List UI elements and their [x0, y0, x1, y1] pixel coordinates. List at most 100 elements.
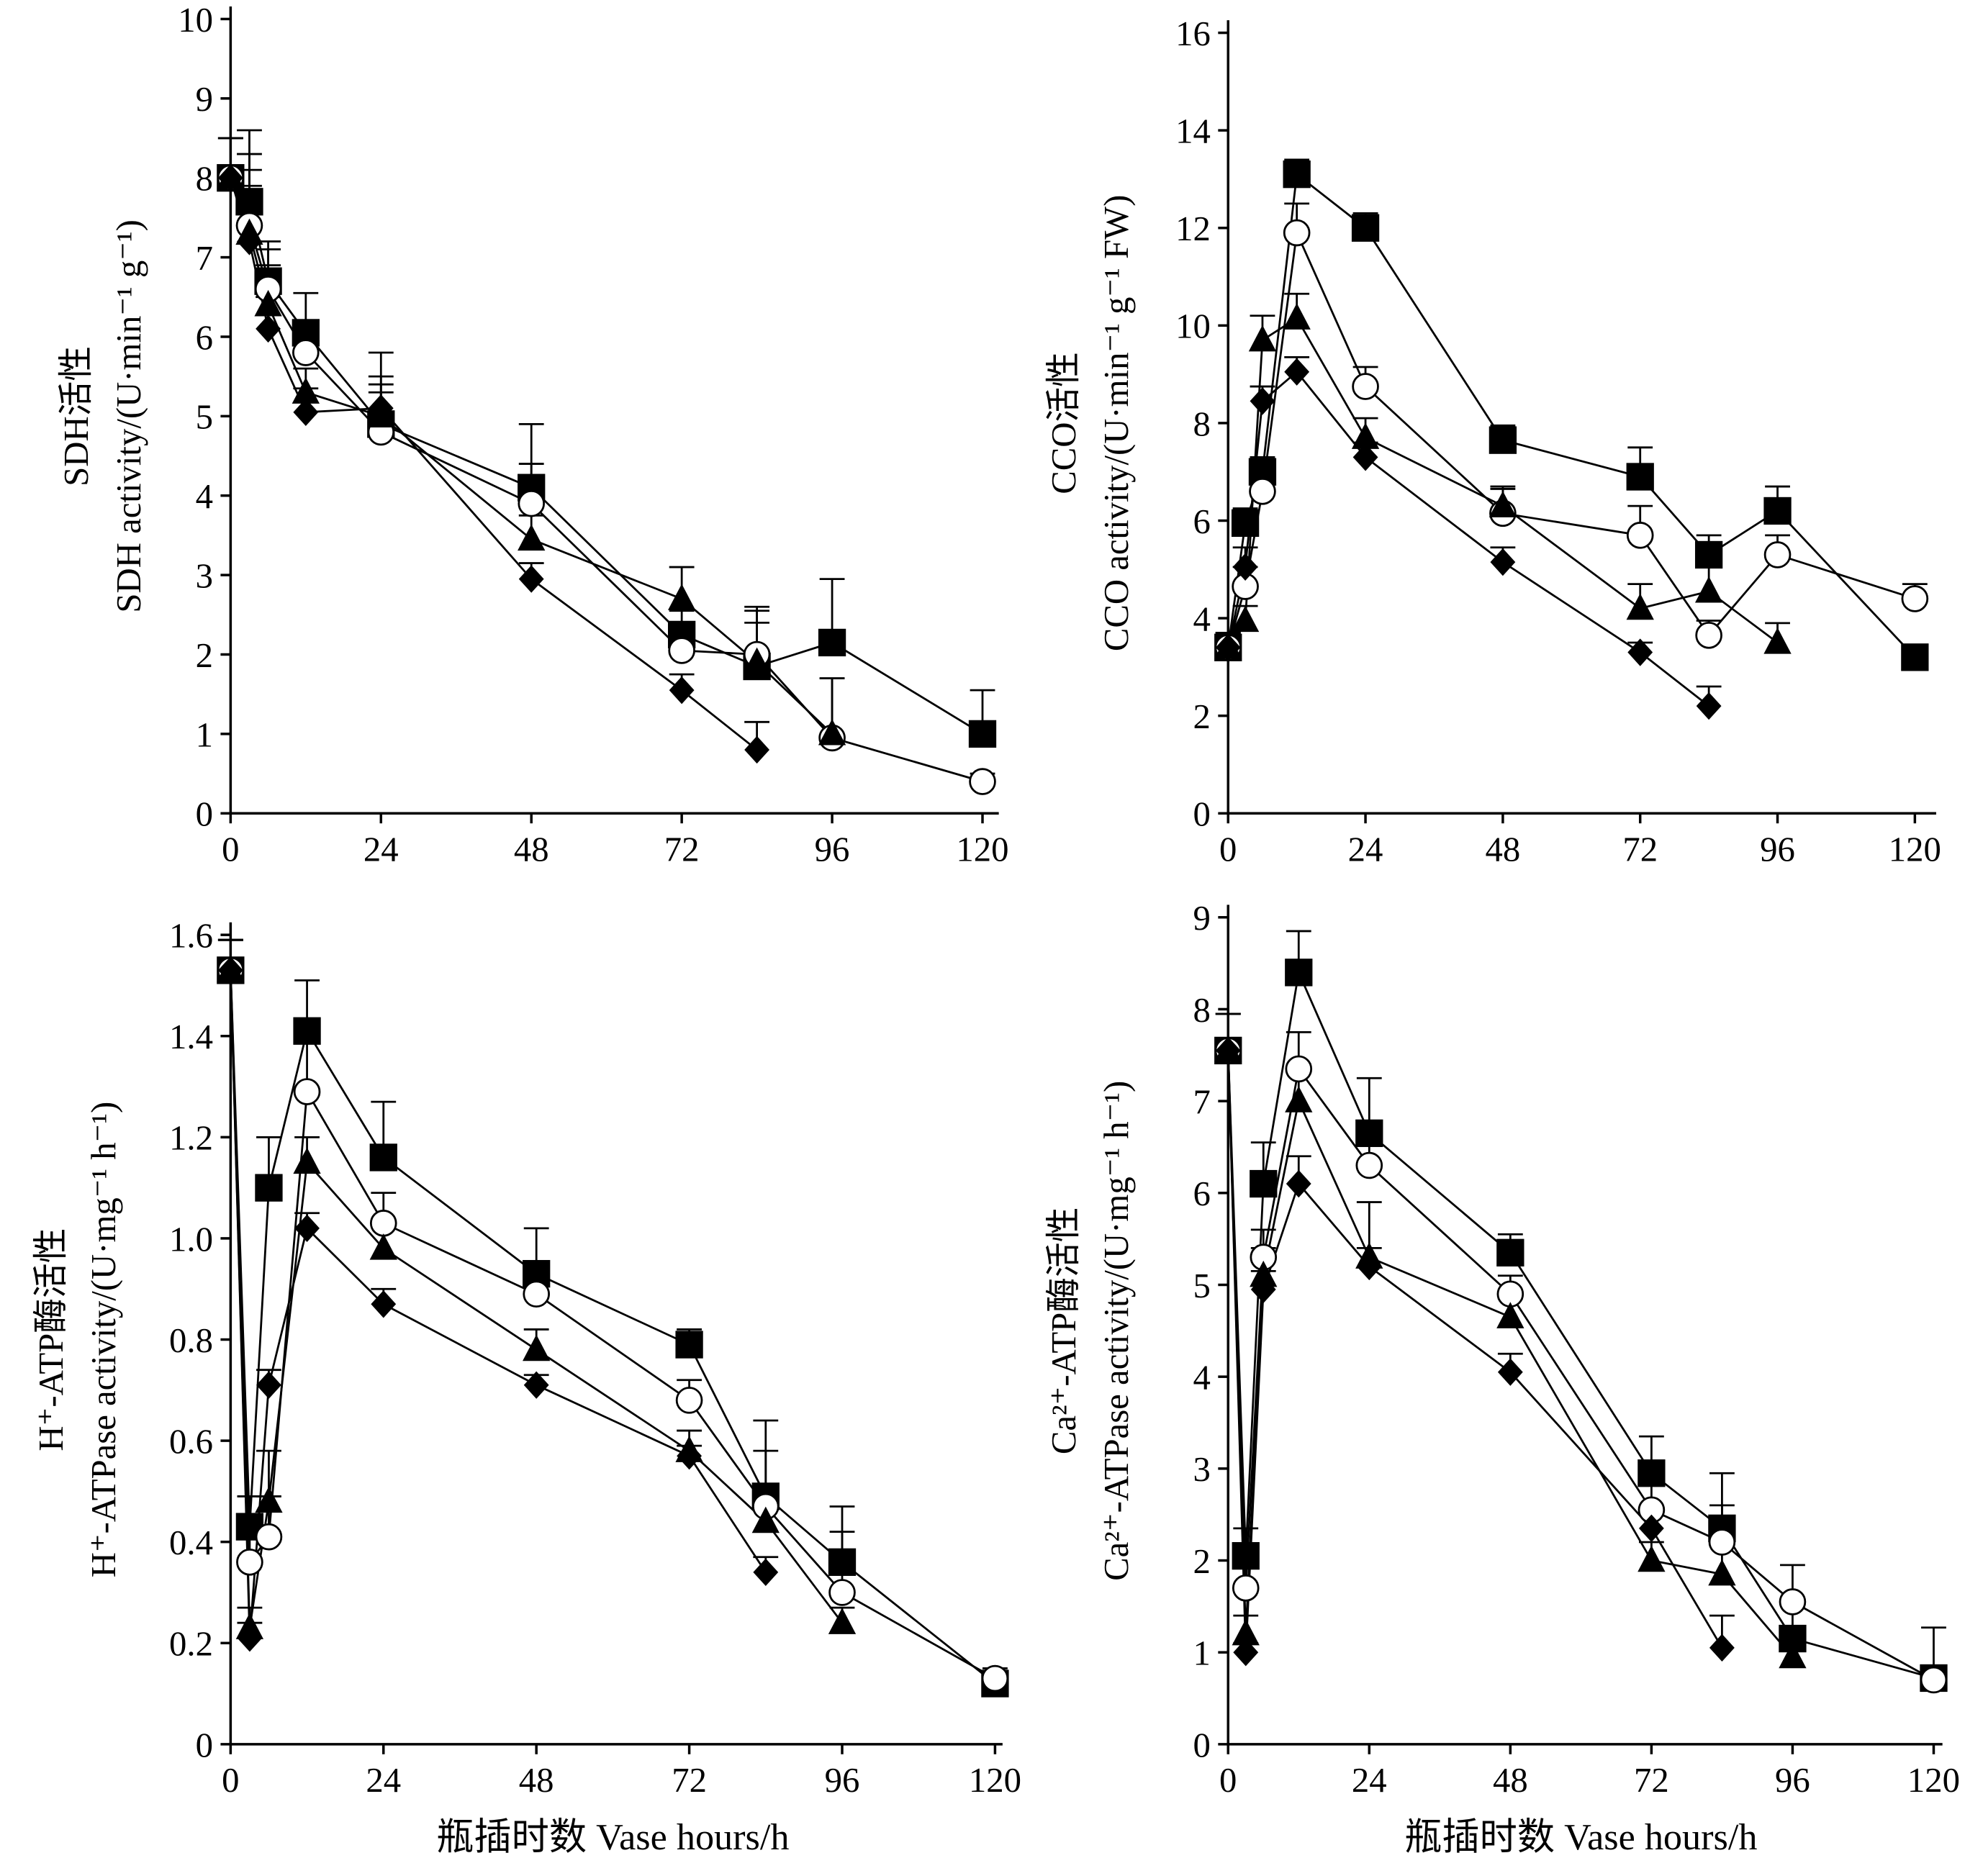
x-tick-label: 0 — [222, 1761, 239, 1800]
marker-square — [1231, 509, 1260, 538]
x-tick-label: 48 — [1493, 1761, 1528, 1800]
marker-circle — [1708, 1528, 1736, 1556]
x-tick-label: 0 — [1219, 830, 1237, 869]
x-tick-label: 120 — [969, 1761, 1021, 1800]
y-tick-label: 1.0 — [169, 1220, 213, 1259]
marker-square — [293, 1017, 321, 1045]
chart: 0 1 2 3 4 5 6 7 8 9 0 24 48 72 96 120 Ca²⁺-ATP酶活性 Ca²⁺-AT… — [1044, 899, 1960, 1858]
marker-triangle — [1351, 422, 1380, 449]
marker-diamond — [669, 676, 695, 704]
marker-square — [1285, 959, 1313, 987]
y-axis-label: H⁺-ATPase activity/(U·mg⁻¹ h⁻¹) — [84, 1102, 123, 1578]
marker-diamond — [523, 1371, 549, 1399]
marker-square — [675, 1331, 703, 1359]
marker-square — [1489, 426, 1517, 454]
x-tick-label: 0 — [1219, 1761, 1237, 1800]
marker-diamond — [256, 314, 281, 343]
marker-triangle — [1638, 1545, 1666, 1572]
marker-square — [968, 720, 997, 748]
y-tick-label: 14 — [1175, 112, 1211, 151]
marker-triangle — [1708, 1559, 1736, 1586]
marker-circle — [1249, 478, 1276, 505]
marker-triangle — [1763, 627, 1792, 654]
y-tick-label: 2 — [1193, 1542, 1210, 1581]
x-tick-label: 120 — [1889, 830, 1941, 869]
x-tick-label: 96 — [825, 1761, 860, 1800]
y-tick-label: 1.6 — [169, 917, 213, 956]
series-line — [1227, 317, 1779, 648]
marker-circle — [369, 1210, 397, 1237]
y-tick-label: 5 — [196, 398, 213, 437]
marker-diamond — [1696, 692, 1722, 720]
marker-square — [1763, 497, 1792, 525]
chart: 0 0.2 0.4 0.6 0.8 1.0 1.2 1.4 1.6 0 24 48 72 96 120 H⁺-… — [32, 917, 1021, 1859]
y-tick-label: 4 — [196, 477, 213, 516]
marker-diamond — [1356, 1252, 1382, 1281]
marker-triangle — [743, 647, 771, 674]
marker-diamond — [1490, 548, 1516, 576]
y-tick-label: 10 — [178, 1, 213, 40]
marker-triangle — [292, 377, 320, 404]
x-tick-label: 24 — [1352, 1761, 1387, 1800]
marker-square — [1638, 1459, 1666, 1487]
marker-diamond — [1215, 1036, 1241, 1065]
y-tick-label: 9 — [196, 80, 213, 119]
marker-circle — [1232, 1574, 1260, 1602]
y-axis-label: H⁺-ATP酶活性 — [32, 1228, 71, 1451]
marker-triangle — [255, 1486, 283, 1513]
marker-square — [369, 1143, 397, 1172]
x-tick-label: 96 — [1760, 830, 1795, 869]
y-tick-label: 6 — [1193, 502, 1210, 541]
marker-triangle — [1250, 1260, 1278, 1287]
marker-square — [1232, 1541, 1260, 1570]
marker-diamond — [753, 1558, 779, 1587]
marker-circle — [1626, 522, 1654, 549]
y-axis-label: Ca²⁺-ATP酶活性 — [1044, 1207, 1083, 1454]
marker-square — [255, 1174, 283, 1202]
marker-circle — [1355, 1151, 1383, 1179]
x-tick-label: 24 — [366, 1761, 401, 1800]
marker-diamond — [744, 735, 770, 764]
marker-triangle — [1232, 1618, 1260, 1646]
y-tick-label: 3 — [196, 557, 213, 596]
marker-circle — [1920, 1666, 1948, 1694]
y-tick-label: 0 — [1193, 1726, 1210, 1764]
y-tick-label: 0.8 — [169, 1321, 213, 1360]
marker-diamond — [677, 1442, 702, 1470]
series-line — [229, 970, 767, 1639]
y-tick-label: 5 — [1193, 1266, 1210, 1305]
y-tick-label: 7 — [1193, 1083, 1210, 1122]
y-tick-label: 9 — [1193, 899, 1210, 938]
marker-diamond — [237, 1624, 263, 1652]
marker-diamond — [1709, 1633, 1735, 1662]
y-tick-label: 3 — [1193, 1450, 1210, 1489]
marker-square — [1496, 1238, 1524, 1266]
y-tick-label: 0 — [196, 795, 213, 834]
marker-diamond — [217, 164, 243, 192]
marker-diamond — [1250, 387, 1275, 415]
y-tick-label: 0.2 — [169, 1625, 213, 1664]
series-line — [230, 177, 758, 751]
y-tick-label: 6 — [196, 318, 213, 357]
y-tick-label: 1.2 — [169, 1119, 213, 1158]
marker-circle — [292, 339, 320, 366]
marker-triangle — [1248, 325, 1277, 352]
y-tick-label: 12 — [1175, 209, 1211, 248]
marker-circle — [675, 1387, 703, 1414]
y-tick-label: 4 — [1193, 1359, 1210, 1397]
x-tick-label: 120 — [1907, 1761, 1960, 1800]
x-tick-label: 48 — [1486, 830, 1521, 869]
marker-square — [1283, 160, 1311, 189]
x-tick-label: 48 — [519, 1761, 554, 1800]
marker-triangle — [1489, 491, 1517, 517]
marker-circle — [523, 1280, 550, 1308]
y-axis-label: Ca²⁺-ATPase activity/(U·mg⁻¹ h⁻¹) — [1097, 1081, 1136, 1581]
marker-diamond — [371, 1290, 397, 1318]
marker-circle — [293, 1078, 321, 1105]
marker-square — [1250, 1169, 1278, 1198]
marker-circle — [668, 637, 695, 664]
series-line — [1227, 229, 1915, 648]
x-axis-label: 瓶插时数 Vase hours/h — [1404, 1816, 1757, 1858]
